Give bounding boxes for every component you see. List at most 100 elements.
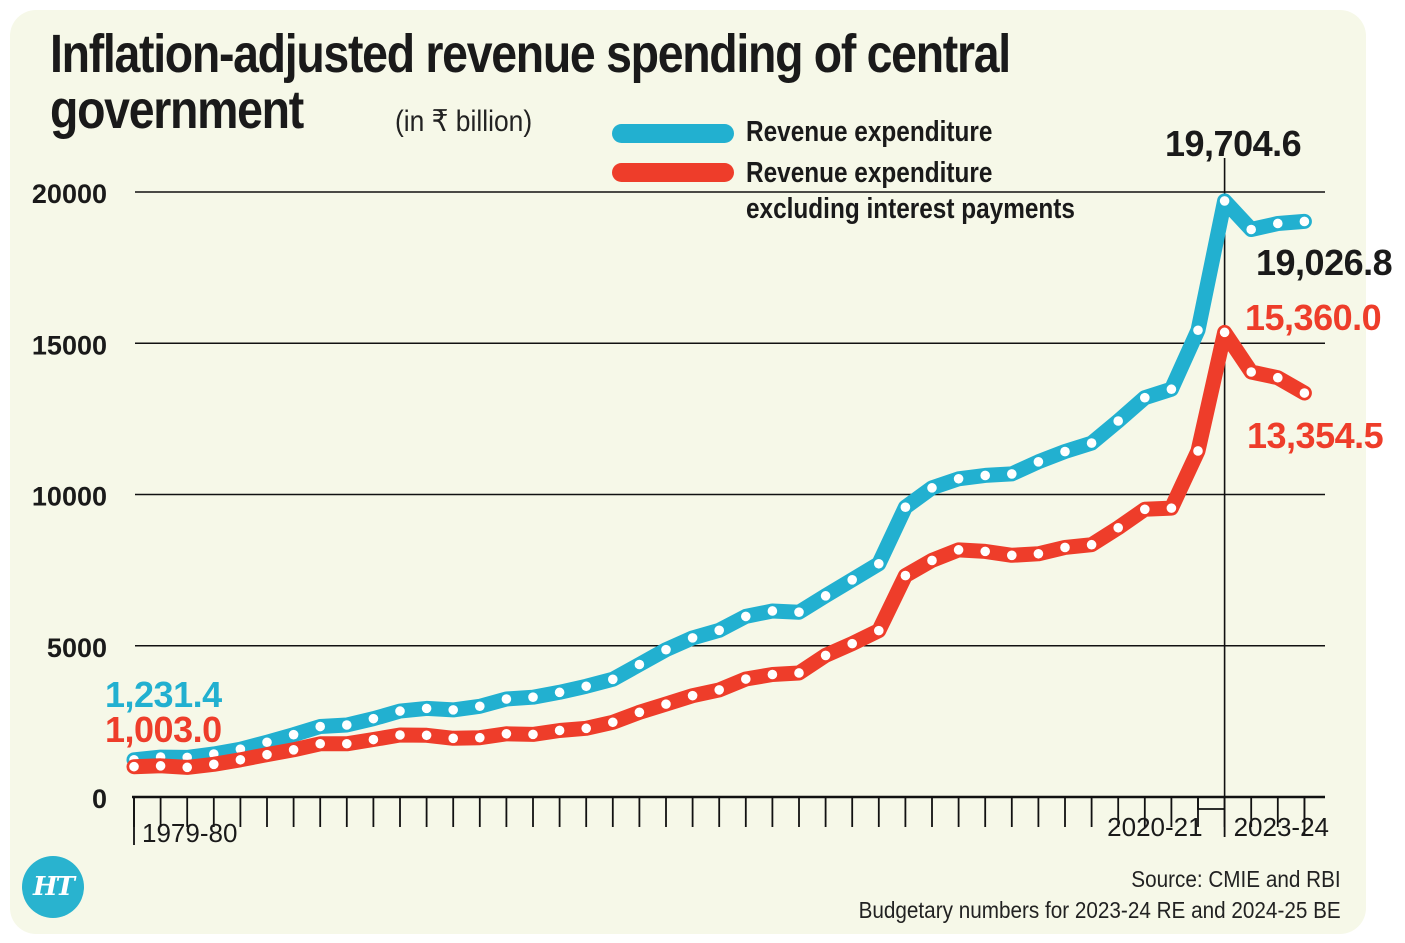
chart-title-line-2: government <box>50 80 304 140</box>
data-point <box>554 725 565 736</box>
data-point <box>1299 388 1310 398</box>
data-point <box>209 759 219 770</box>
legend-label-revenue-excl-interest: Revenue expenditure excluding interest p… <box>746 155 1075 227</box>
data-point <box>235 744 246 755</box>
data-point <box>608 674 618 685</box>
data-point <box>1113 522 1123 533</box>
data-point <box>1273 218 1283 229</box>
data-point <box>155 761 166 771</box>
data-point <box>820 650 831 661</box>
data-point <box>847 638 857 649</box>
data-point <box>1166 503 1177 513</box>
ht-logo-icon: HT <box>22 856 84 918</box>
data-point <box>661 699 671 709</box>
data-label: 15,360.0 <box>1245 297 1381 338</box>
data-point <box>581 723 591 734</box>
data-point <box>262 737 272 748</box>
data-point <box>288 729 299 740</box>
data-point <box>608 717 618 728</box>
data-point <box>927 483 937 493</box>
data-point <box>501 728 512 739</box>
data-point <box>661 644 671 655</box>
data-point <box>1219 327 1230 338</box>
y-tick-label: 10000 <box>32 482 107 512</box>
data-point <box>900 570 911 581</box>
data-point <box>794 607 804 617</box>
data-point <box>687 633 698 643</box>
legend-label-revenue-expenditure: Revenue expenditure <box>746 116 993 148</box>
data-point <box>767 606 778 616</box>
data-point <box>448 705 459 715</box>
data-point <box>767 669 778 680</box>
data-label: 19,026.8 <box>1256 242 1392 283</box>
data-point <box>475 701 485 712</box>
data-point <box>315 738 326 749</box>
data-point <box>1086 539 1097 550</box>
data-point <box>342 738 352 749</box>
data-point <box>342 720 352 730</box>
data-point <box>1033 548 1044 559</box>
data-point <box>741 611 751 622</box>
data-point <box>1140 504 1150 515</box>
data-point <box>953 545 964 555</box>
data-point <box>634 659 645 670</box>
x-tick-label: 2023-24 <box>1234 812 1329 842</box>
data-point <box>714 625 724 636</box>
data-point <box>421 730 432 741</box>
data-point <box>395 730 405 740</box>
data-point <box>1193 325 1203 336</box>
data-point <box>235 754 246 765</box>
data-point <box>714 685 724 695</box>
series-line-revenue-expenditure <box>126 193 1312 768</box>
legend-label-line-1: Revenue expenditure <box>746 157 993 189</box>
series-line-excl-interest <box>126 324 1312 775</box>
data-point <box>1219 196 1230 206</box>
data-point <box>1166 384 1177 395</box>
data-point <box>874 558 884 569</box>
chart-title-line-1: Inflation-adjusted revenue spending of c… <box>50 24 1011 84</box>
data-point <box>847 575 857 585</box>
data-point <box>820 591 831 601</box>
data-point <box>421 703 432 714</box>
data-point <box>1060 446 1070 457</box>
data-point <box>1273 372 1283 383</box>
data-point <box>687 690 698 701</box>
data-point <box>1086 438 1097 448</box>
data-point <box>448 733 459 744</box>
y-tick-label: 15000 <box>32 330 107 360</box>
y-tick-label: 5000 <box>47 633 107 663</box>
y-tick-label: 20000 <box>32 179 107 209</box>
data-point <box>741 674 751 684</box>
data-point <box>315 721 326 732</box>
data-label: 19,704.6 <box>1165 123 1301 164</box>
legend-swatch-revenue-expenditure <box>612 124 734 143</box>
x-tick-label: 1979-80 <box>142 818 237 848</box>
chart-subtitle: (in ₹ billion) <box>395 105 533 138</box>
data-point <box>368 713 379 724</box>
data-point <box>395 706 405 716</box>
data-point <box>1246 224 1256 235</box>
data-point <box>980 470 990 481</box>
data-point <box>554 687 565 698</box>
data-point <box>1140 392 1150 403</box>
budget-note: Budgetary numbers for 2023-24 RE and 202… <box>858 897 1341 923</box>
data-point <box>368 734 379 745</box>
legend-label-line-2: excluding interest payments <box>746 193 1075 225</box>
data-point <box>1246 367 1256 377</box>
data-point <box>129 761 139 772</box>
chart-title: Inflation-adjusted revenue spending of c… <box>50 24 1011 140</box>
data-point <box>1007 550 1017 561</box>
data-point <box>1299 216 1310 227</box>
data-point <box>288 745 299 755</box>
x-tick-label: 2020-21 <box>1107 812 1202 842</box>
source-note: Source: CMIE and RBI <box>1131 866 1341 892</box>
data-point <box>1193 446 1203 456</box>
y-tick-label: 0 <box>92 784 107 814</box>
data-label: 13,354.5 <box>1247 415 1384 456</box>
data-point <box>475 732 485 743</box>
data-point <box>528 692 538 702</box>
data-point <box>182 762 192 773</box>
data-point <box>980 546 990 557</box>
data-point <box>900 502 911 513</box>
